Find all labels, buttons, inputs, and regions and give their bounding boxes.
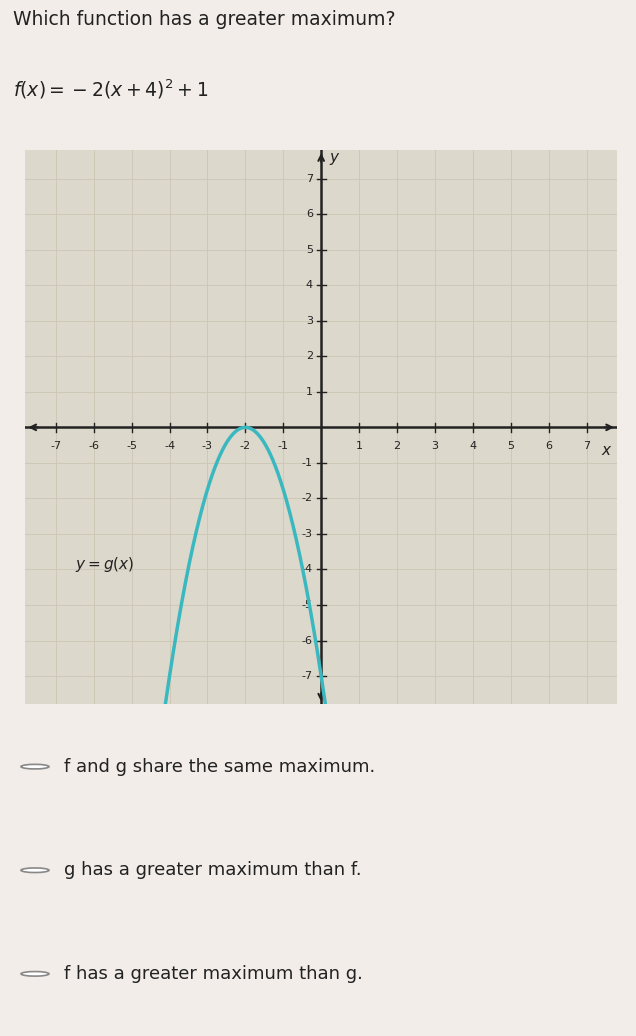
Text: -2: -2 [240,441,251,451]
Text: x: x [601,443,610,458]
Text: Which function has a greater maximum?: Which function has a greater maximum? [13,10,395,29]
Text: -5: -5 [302,600,313,610]
Text: 5: 5 [508,441,515,451]
Text: 2: 2 [306,351,313,362]
Text: -6: -6 [88,441,99,451]
Circle shape [21,868,49,872]
Text: g has a greater maximum than f.: g has a greater maximum than f. [64,861,361,880]
Text: -4: -4 [164,441,175,451]
Text: $y = g(x)$: $y = g(x)$ [74,555,134,575]
Text: 4: 4 [306,280,313,290]
Text: -7: -7 [301,671,313,681]
Text: -5: -5 [126,441,137,451]
Text: 7: 7 [583,441,590,451]
Text: -1: -1 [278,441,289,451]
Text: -7: -7 [50,441,61,451]
Text: 2: 2 [394,441,401,451]
Text: 3: 3 [306,316,313,325]
Circle shape [21,765,49,769]
Text: f and g share the same maximum.: f and g share the same maximum. [64,757,375,776]
Text: 1: 1 [356,441,363,451]
Text: 3: 3 [431,441,438,451]
Text: 6: 6 [545,441,552,451]
Text: -3: -3 [202,441,213,451]
Text: y: y [329,150,338,165]
Circle shape [21,972,49,976]
Text: 1: 1 [306,386,313,397]
Text: 6: 6 [306,209,313,220]
Text: -1: -1 [302,458,313,468]
Text: $f(x) = -2(x + 4)^2 + 1$: $f(x) = -2(x + 4)^2 + 1$ [13,78,208,100]
Text: -6: -6 [302,635,313,645]
Text: f has a greater maximum than g.: f has a greater maximum than g. [64,965,363,983]
Text: -3: -3 [302,529,313,539]
Text: -2: -2 [301,493,313,503]
Text: 4: 4 [469,441,476,451]
Text: -4: -4 [301,565,313,575]
Text: 5: 5 [306,244,313,255]
Text: 7: 7 [306,174,313,183]
